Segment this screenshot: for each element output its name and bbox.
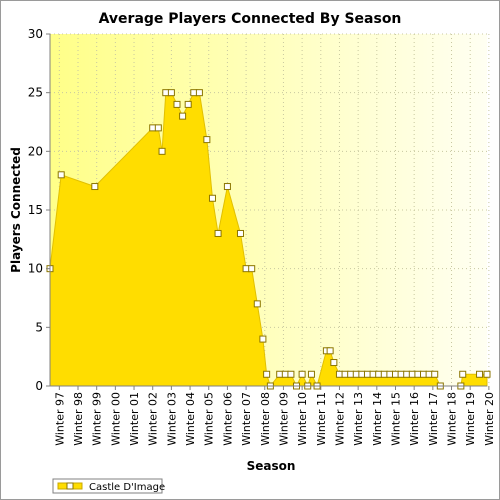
x-tick-label: Winter 00 [109,392,122,446]
x-tick-label: Winter 02 [147,392,160,446]
x-tick-label: Winter 03 [165,392,178,446]
data-point [369,370,377,378]
data-point [476,370,484,378]
data-point [236,229,244,237]
data-point [420,370,428,378]
x-tick-label: Winter 16 [408,392,421,446]
data-point [335,370,343,378]
data-point [259,335,267,343]
data-point [358,370,366,378]
x-tick-label: Winter 11 [315,392,328,446]
data-point [408,370,416,378]
data-point [190,89,198,97]
data-point [386,370,394,378]
data-point [363,370,371,378]
data-point [162,89,170,97]
data-point [414,370,422,378]
data-point [154,124,162,132]
x-tick-label: Winter 06 [221,392,234,446]
data-point [326,347,334,355]
x-tick-label: Winter 19 [464,392,477,446]
data-point [403,370,411,378]
data-point [214,229,222,237]
data-point [425,370,433,378]
x-tick-label: Winter 20 [483,392,496,446]
y-tick-label: 0 [35,379,43,393]
data-point [179,112,187,120]
x-tick-label: Winter 17 [427,392,440,446]
data-point [195,89,203,97]
data-point [208,194,216,202]
data-point [248,265,256,273]
x-tick-label: Winter 12 [333,392,346,446]
data-point [341,370,349,378]
x-tick-label: Winter 10 [296,392,309,446]
data-point [483,370,491,378]
x-tick-label: Winter 15 [389,392,402,446]
x-tick-label: Winter 04 [184,392,197,446]
x-tick-label: Winter 14 [371,392,384,446]
chart-title: Average Players Connected By Season [99,11,402,27]
data-point [330,359,338,367]
data-point [281,370,289,378]
data-point [397,370,405,378]
data-point [431,370,439,378]
data-point [459,370,467,378]
data-point [173,100,181,108]
x-tick-label: Winter 97 [53,392,66,446]
y-tick-label: 10 [28,262,43,276]
x-tick-label: Winter 98 [72,392,85,446]
data-point [263,370,271,378]
data-point [380,370,388,378]
data-point [253,300,261,308]
data-point [276,370,284,378]
data-point [347,370,355,378]
x-tick-label: Winter 13 [352,392,365,446]
data-point [149,124,157,132]
data-point [223,183,231,191]
legend-label: Castle D'Image [89,482,165,493]
legend-marker [66,482,74,490]
x-tick-label: Winter 05 [203,392,216,446]
data-point [57,171,65,179]
data-point [242,265,250,273]
x-axis-title: Season [247,459,296,473]
data-point [375,370,383,378]
y-tick-label: 20 [28,144,43,158]
x-tick-label: Winter 99 [91,392,104,446]
data-point [91,183,99,191]
x-tick-label: Winter 07 [240,392,253,446]
data-point [391,370,399,378]
data-point [352,370,360,378]
x-tick-label: Winter 08 [259,392,272,446]
x-tick-label: Winter 01 [128,392,141,446]
data-point [167,89,175,97]
y-axis-title: Players Connected [9,147,23,273]
data-point [184,100,192,108]
data-point [287,370,295,378]
data-point [298,370,306,378]
y-tick-label: 15 [28,203,43,217]
x-tick-label: Winter 18 [446,392,459,446]
data-point [307,370,315,378]
y-tick-label: 25 [28,86,43,100]
y-tick-label: 5 [35,320,43,334]
data-point [203,136,211,144]
data-point [158,147,166,155]
y-tick-label: 30 [28,27,43,41]
x-tick-label: Winter 09 [277,392,290,446]
